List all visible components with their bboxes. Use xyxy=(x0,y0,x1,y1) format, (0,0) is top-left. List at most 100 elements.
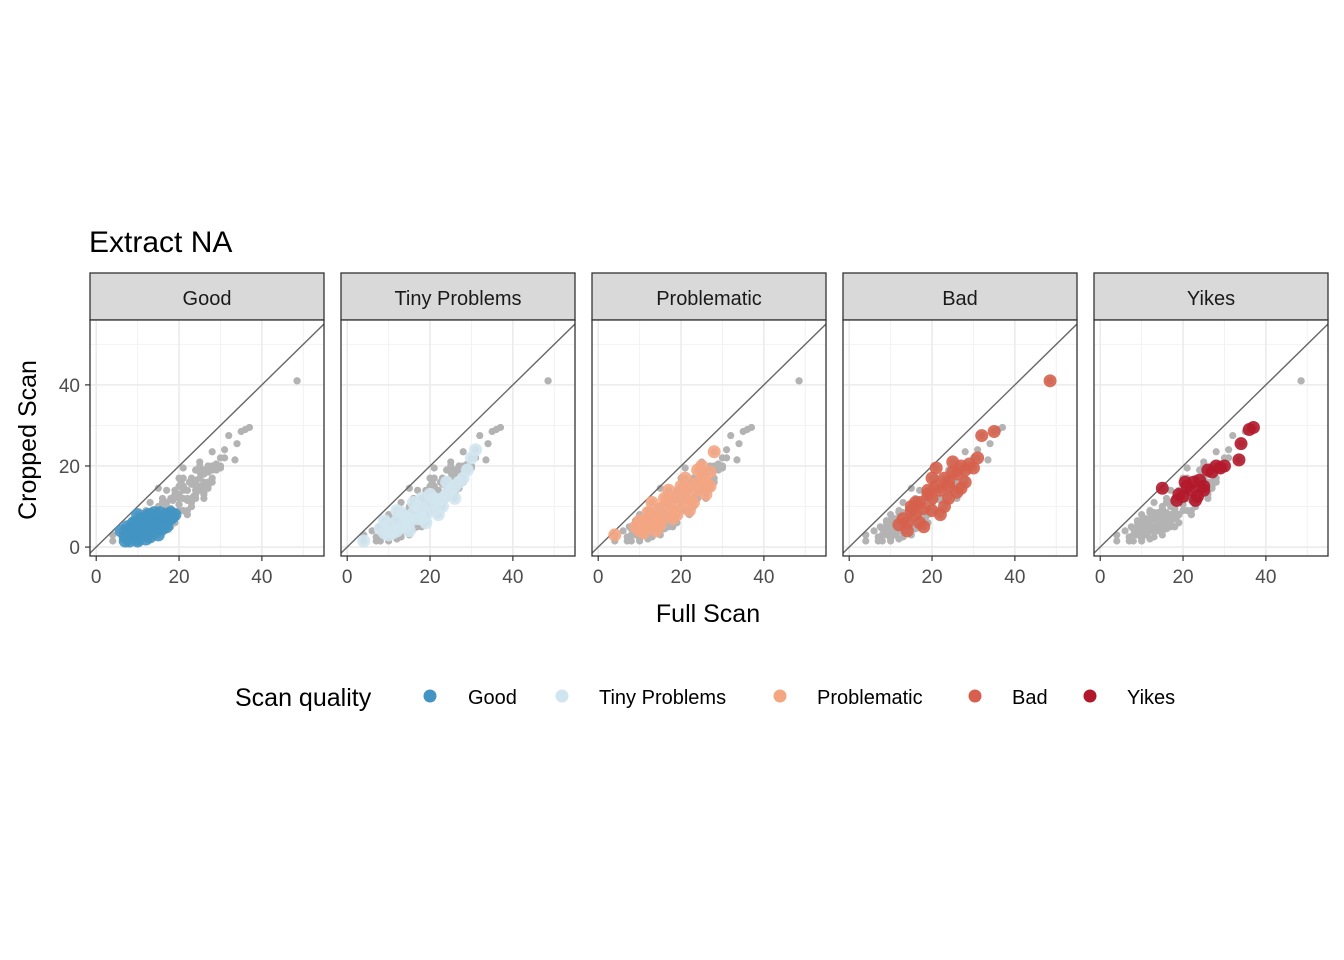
background-point xyxy=(887,511,895,519)
data-point xyxy=(966,461,980,475)
background-point xyxy=(221,454,229,462)
background-point xyxy=(175,500,183,509)
background-point xyxy=(1187,511,1195,519)
background-point xyxy=(916,486,924,494)
data-point xyxy=(913,516,927,530)
background-point xyxy=(1146,535,1154,543)
background-point xyxy=(747,423,756,432)
series-tiny-problems xyxy=(357,443,483,548)
background-point xyxy=(208,478,216,486)
panel-bad: Bad 0 20 40 xyxy=(842,272,1078,588)
background-point xyxy=(185,478,193,486)
x-tick-label: 20 xyxy=(419,567,440,588)
data-point xyxy=(900,524,914,538)
background-point xyxy=(723,454,731,462)
background-point xyxy=(623,537,631,545)
background-point xyxy=(1183,464,1191,472)
data-point xyxy=(975,429,989,443)
background-point xyxy=(795,377,803,385)
y-tick-label: 0 xyxy=(69,538,80,559)
background-point xyxy=(430,464,438,472)
legend-key xyxy=(423,689,437,703)
background-point xyxy=(681,464,689,472)
background-point xyxy=(1179,506,1187,515)
background-point xyxy=(1212,478,1220,486)
background-point xyxy=(1113,537,1121,545)
background-point xyxy=(619,527,627,535)
background-point xyxy=(1138,537,1146,545)
background-point xyxy=(1200,458,1208,466)
background-point xyxy=(1146,521,1154,529)
y-tick-label: 40 xyxy=(59,376,80,397)
strip-label-tiny-problems: Tiny Problems xyxy=(394,288,521,310)
data-point xyxy=(707,445,721,459)
data-point xyxy=(937,500,951,514)
background-point xyxy=(204,484,212,492)
background-point xyxy=(984,456,992,464)
background-point xyxy=(1212,448,1220,456)
background-point xyxy=(434,486,442,494)
background-point xyxy=(899,498,907,507)
x-tick-label: 40 xyxy=(251,567,272,588)
background-point xyxy=(293,377,301,385)
data-point xyxy=(1234,437,1248,451)
background-point xyxy=(169,496,177,505)
data-point xyxy=(925,471,939,485)
data-point xyxy=(415,491,429,505)
background-point xyxy=(163,486,171,494)
background-point xyxy=(727,431,735,440)
background-point xyxy=(974,446,982,454)
legend-key xyxy=(968,689,982,703)
background-point xyxy=(1125,537,1133,545)
strip-label-yikes: Yikes xyxy=(1187,288,1235,310)
data-point xyxy=(1217,459,1231,473)
background-point xyxy=(216,462,225,470)
background-point xyxy=(870,527,878,535)
reference-line xyxy=(341,323,575,554)
legend-key xyxy=(555,689,569,703)
data-point xyxy=(448,491,462,505)
data-point xyxy=(164,512,178,526)
background-point xyxy=(1138,517,1146,525)
legend-label: Tiny Problems xyxy=(599,687,726,709)
data-point xyxy=(946,455,960,469)
y-tick-label: 20 xyxy=(59,457,80,478)
reference-line xyxy=(843,323,1077,554)
series-yikes xyxy=(1155,420,1260,507)
background-point xyxy=(1142,529,1150,537)
background-point xyxy=(459,448,467,456)
data-point xyxy=(390,524,404,538)
data-point xyxy=(653,518,667,532)
background-point xyxy=(231,456,239,464)
data-point xyxy=(921,483,935,497)
background-point xyxy=(189,492,198,500)
background-point xyxy=(1154,527,1162,535)
background-point xyxy=(183,486,191,494)
data-point xyxy=(357,534,371,548)
strip-label-good: Good xyxy=(183,288,232,310)
background-point xyxy=(208,448,216,456)
data-point xyxy=(402,512,416,526)
series-bad xyxy=(892,374,1057,538)
legend-item-yikes: Yikes xyxy=(1083,687,1175,709)
background-point xyxy=(221,446,229,454)
data-point xyxy=(641,506,655,520)
data-point xyxy=(431,508,445,522)
strip-label-problematic: Problematic xyxy=(656,288,762,310)
legend: Scan quality Good Tiny Problems Problemati… xyxy=(235,684,1175,712)
data-point xyxy=(155,522,169,536)
legend-item-problematic: Problematic xyxy=(773,687,923,709)
background-point xyxy=(192,476,200,484)
background-point xyxy=(1146,509,1154,517)
background-point xyxy=(1162,511,1171,519)
legend-label: Good xyxy=(468,687,517,709)
background-point xyxy=(146,498,154,507)
data-point xyxy=(1197,483,1211,497)
background-point xyxy=(1297,377,1305,385)
reference-line xyxy=(592,323,826,554)
background-point xyxy=(372,537,380,545)
background-point xyxy=(482,456,490,464)
background-point xyxy=(154,484,162,492)
background-point xyxy=(874,537,882,545)
